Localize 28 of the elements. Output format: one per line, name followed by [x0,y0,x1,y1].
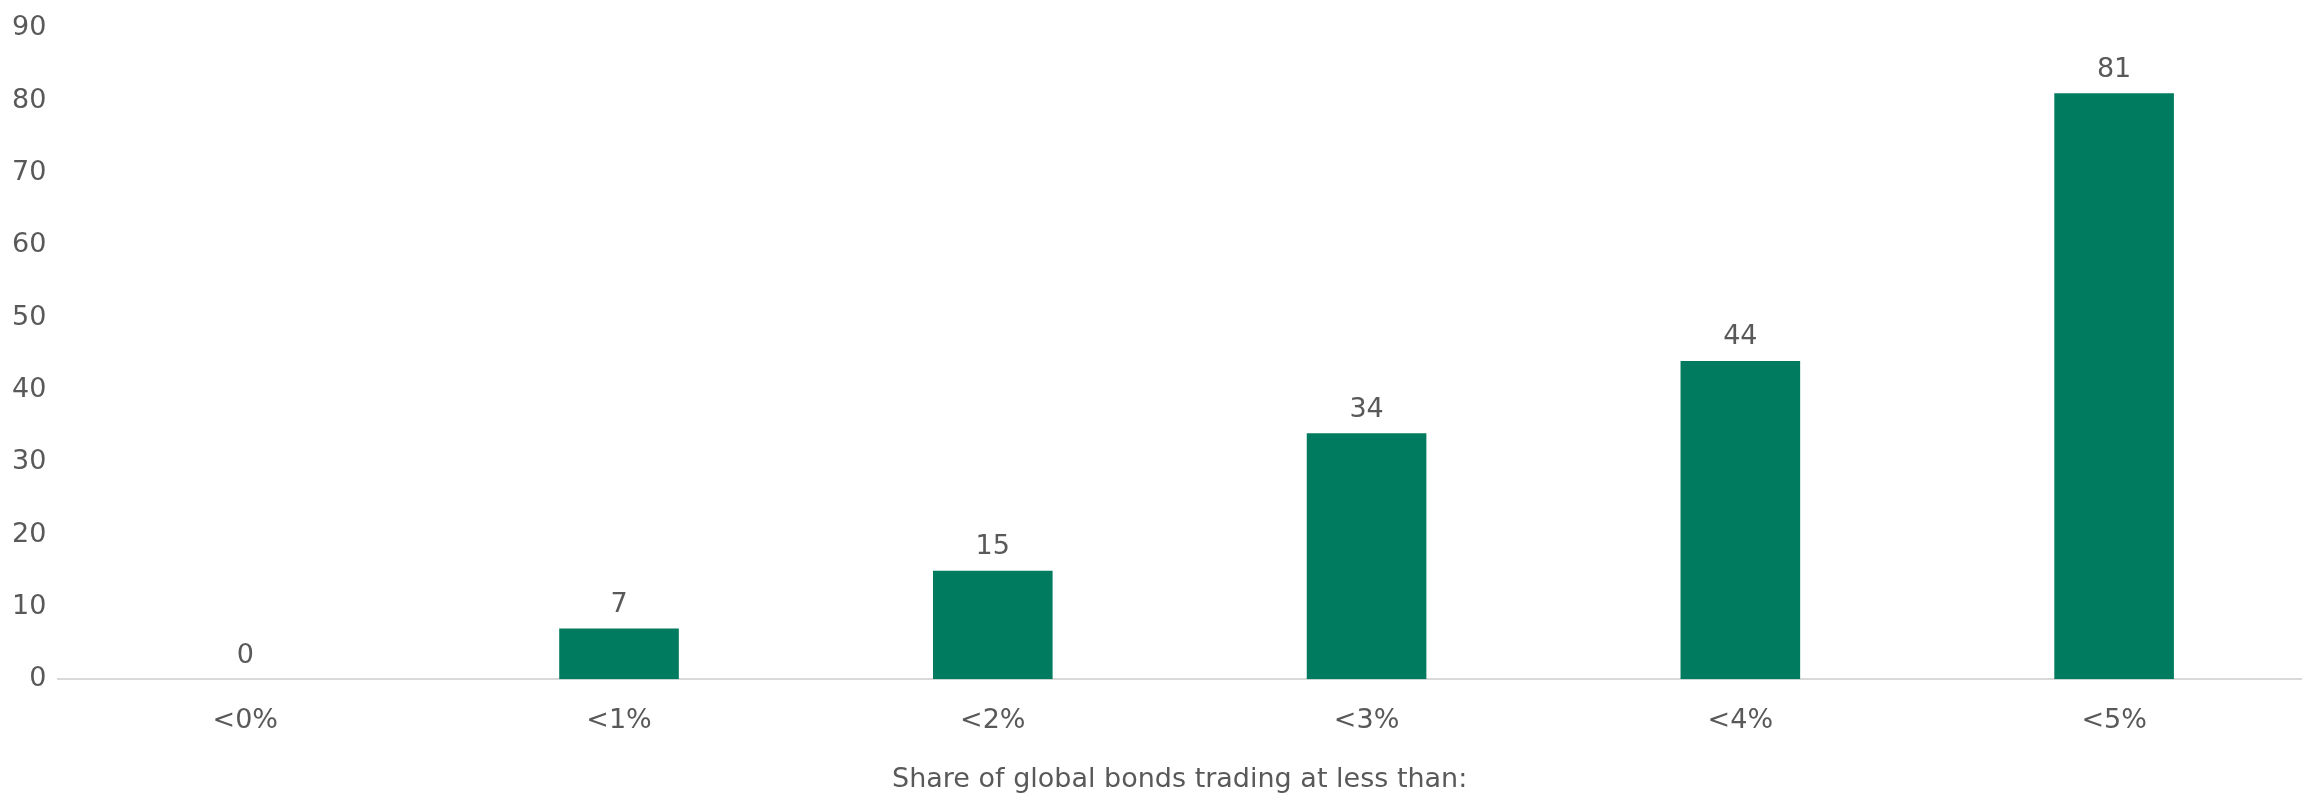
x-tick-label: <3% [1333,703,1400,735]
bar [1680,360,1801,680]
data-label: 7 [610,587,628,619]
y-tick-label: 80 [12,82,47,114]
bar [932,570,1053,680]
y-tick-label: 20 [12,516,47,548]
y-tick-label: 90 [12,10,47,42]
y-tick-label: 60 [12,227,47,259]
x-tick-label: <4% [1707,703,1774,735]
data-label: 44 [1723,319,1758,351]
y-tick-label: 50 [12,299,47,331]
x-tick-label: <2% [960,703,1026,735]
data-label: 34 [1349,391,1384,423]
x-tick-label: <5% [2081,703,2147,735]
x-tick-label: <1% [586,703,652,735]
data-label: 0 [236,637,254,669]
data-label: 15 [975,529,1010,561]
y-tick-label: 40 [12,371,47,403]
x-tick-label: <0% [212,703,278,735]
y-tick-label: 10 [12,588,47,620]
y-tick-label: 0 [29,661,47,693]
bar [559,628,679,680]
data-label: 81 [2096,51,2132,83]
x-axis-title: Share of global bonds trading at less than: [892,761,1468,793]
y-tick-label: 30 [12,444,47,476]
bar [2054,93,2174,680]
bar [1306,433,1427,680]
y-tick-label: 70 [12,154,47,186]
